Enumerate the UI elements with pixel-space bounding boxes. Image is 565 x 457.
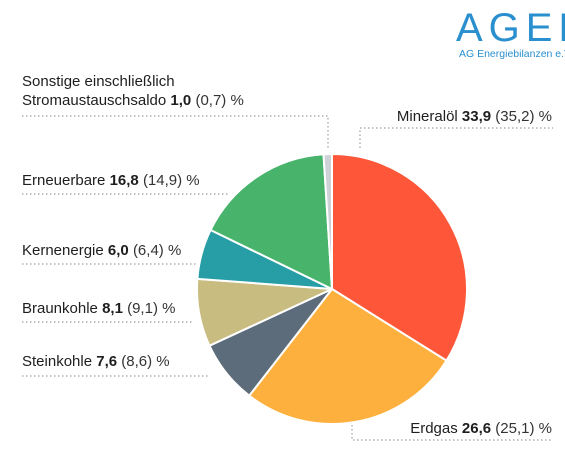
pie-slice-erdgas — [248, 288, 448, 425]
label-erdgas-pct: % — [538, 420, 552, 437]
label-erneuerbare-name: Erneuerbare — [22, 172, 106, 189]
label-erneuerbare-prev: (14,9) — [142, 172, 183, 189]
label-braunkohle-pct: % — [162, 300, 176, 317]
label-erdgas-value: 26,6 — [461, 420, 492, 437]
label-erdgas: Erdgas 26,6 (25,1) % — [410, 419, 552, 438]
label-kernenergie-pct: % — [167, 242, 182, 259]
label-braunkohle-value: 8,1 — [102, 300, 123, 317]
label-sonstige: Sonstige einschließlich Stromaustauschsa… — [22, 72, 244, 110]
label-mineraloel-pct: % — [538, 108, 552, 125]
label-erneuerbare: Erneuerbare 16,8 (14,9) % — [22, 171, 200, 190]
label-braunkohle-name: Braunkohle — [22, 300, 98, 317]
label-braunkohle-prev: (9,1) — [127, 300, 158, 317]
pie-slice-erneuerbare — [209, 153, 333, 290]
label-sonstige-name-line1: Sonstige einschließlich — [22, 73, 175, 90]
label-steinkohle-pct: % — [156, 353, 170, 370]
ageb-logo-subtitle: AG Energiebilanzen e.V. — [459, 48, 565, 60]
label-steinkohle-value: 7,6 — [96, 353, 118, 370]
label-erneuerbare-pct: % — [186, 172, 200, 189]
label-braunkohle: Braunkohle 8,1 (9,1) % — [22, 299, 175, 318]
label-kernenergie: Kernenergie 6,0 (6,4) % — [22, 241, 181, 260]
ageb-logo-word: AGEB — [456, 6, 565, 50]
leader-lines — [22, 115, 553, 441]
label-sonstige-prev: (0,7) — [195, 92, 227, 109]
label-steinkohle-prev: (8,6) — [121, 353, 153, 370]
label-sonstige-pct: % — [230, 92, 244, 109]
label-steinkohle: Steinkohle 7,6 (8,6) % — [22, 352, 170, 371]
leader-erdgas — [351, 417, 553, 441]
label-mineraloel-prev: (35,2) — [495, 108, 535, 125]
label-mineraloel-name: Mineralöl — [396, 108, 458, 125]
label-erdgas-prev: (25,1) — [495, 420, 535, 437]
label-mineraloel: Mineralöl 33,9 (35,2) % — [397, 107, 552, 126]
label-erdgas-name: Erdgas — [410, 420, 458, 437]
label-kernenergie-value: 6,0 — [107, 242, 129, 259]
label-erneuerbare-value: 16,8 — [109, 172, 139, 189]
label-kernenergie-prev: (6,4) — [132, 242, 164, 259]
pie-slices — [196, 153, 468, 425]
leader-mineraloel — [359, 127, 553, 148]
label-sonstige-value: 1,0 — [170, 92, 192, 109]
label-kernenergie-name: Kernenergie — [22, 242, 104, 259]
leader-sonstige — [22, 115, 329, 149]
pie-slice-sonstige — [322, 153, 333, 290]
label-sonstige-name-line2: Stromaustauschsaldo — [22, 92, 167, 109]
label-mineraloel-value: 33,9 — [461, 108, 492, 125]
label-steinkohle-name: Steinkohle — [22, 353, 93, 370]
